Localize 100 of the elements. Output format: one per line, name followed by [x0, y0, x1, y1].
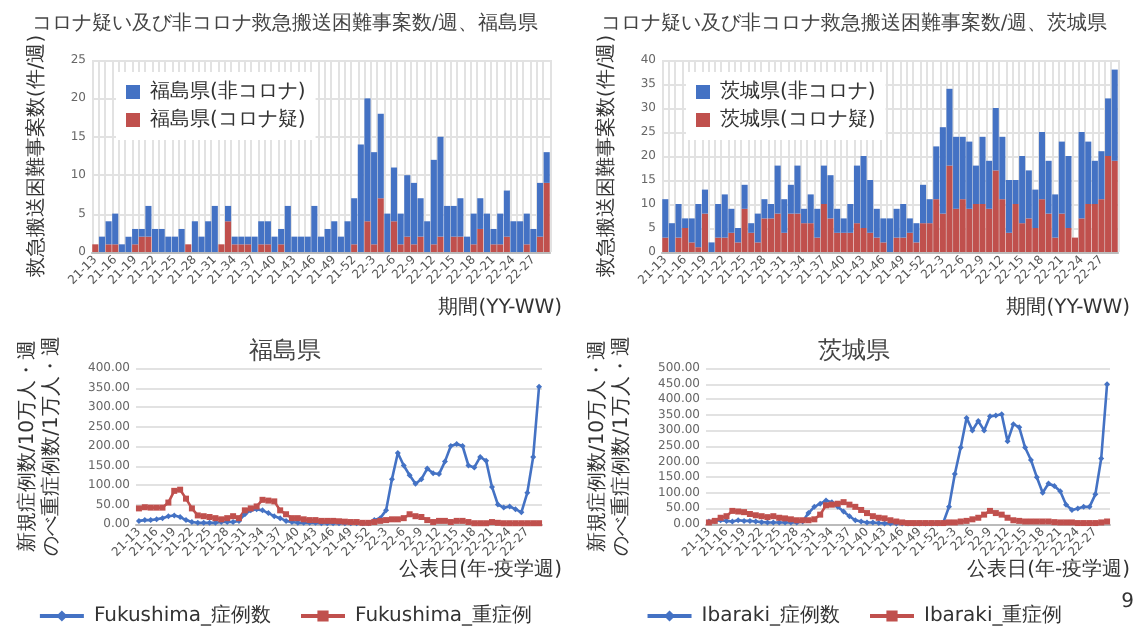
- bar: [979, 136, 986, 204]
- bar: [860, 156, 867, 228]
- bar: [893, 237, 900, 252]
- bar: [211, 205, 218, 252]
- bar: [450, 236, 457, 252]
- bar: [708, 242, 715, 252]
- legend-label: Ibaraki_症例数: [701, 603, 840, 627]
- bar: [225, 205, 232, 222]
- bar: [258, 221, 265, 245]
- legend-label: 茨城県(コロナ疑): [720, 107, 876, 131]
- chart-title: 茨城県: [818, 336, 890, 364]
- bar: [721, 237, 728, 252]
- bar: [741, 208, 748, 252]
- bar: [853, 223, 860, 252]
- bar: [662, 237, 669, 252]
- bar: [364, 221, 371, 252]
- y-axis-title: 新規症例数/10万人・週のべ重症例数/1万人・週: [585, 336, 633, 556]
- bar: [404, 175, 411, 237]
- legend-label: 福島県(非コロナ): [150, 79, 306, 103]
- bar: [920, 223, 927, 252]
- y-axis-title: 救急搬送困難事案数(件/週): [593, 34, 618, 280]
- bar: [880, 242, 887, 252]
- bar: [946, 165, 953, 252]
- bar: [913, 223, 920, 243]
- bar: [377, 198, 384, 252]
- bar: [238, 244, 245, 252]
- bar: [820, 204, 827, 252]
- bar: [906, 232, 913, 252]
- bar: [191, 221, 198, 252]
- bar: [437, 236, 444, 252]
- bar: [112, 244, 119, 252]
- bar: [873, 237, 880, 252]
- bar: [258, 244, 265, 252]
- bar: [721, 194, 728, 238]
- bar: [410, 244, 417, 252]
- bar: [497, 244, 504, 252]
- bar: [225, 221, 232, 252]
- bar: [1105, 156, 1112, 252]
- bar: [351, 244, 358, 252]
- bar: [682, 228, 689, 252]
- bar: [158, 228, 165, 252]
- bar: [517, 221, 524, 252]
- bar: [244, 244, 252, 252]
- bar: [794, 213, 801, 252]
- bar: [132, 228, 139, 245]
- bar: [112, 213, 119, 245]
- bar: [138, 236, 145, 252]
- bar: [920, 184, 927, 224]
- bar: [264, 244, 271, 252]
- bar: [774, 213, 781, 252]
- bar: [105, 244, 112, 252]
- bar: [278, 244, 285, 252]
- bar: [132, 244, 139, 252]
- legend-label: Fukushima_重症例: [355, 603, 533, 627]
- bar: [1085, 204, 1092, 252]
- bar: [1019, 156, 1026, 224]
- bar: [165, 236, 172, 252]
- bar: [701, 213, 708, 252]
- bar: [807, 223, 814, 252]
- bar: [457, 236, 464, 252]
- bar: [1025, 218, 1032, 252]
- bar: [992, 170, 999, 252]
- bar: [741, 184, 748, 209]
- bar: [543, 182, 550, 252]
- x-axis-title: 公表日(年-疫学週): [399, 557, 563, 581]
- x-axis-title: 公表日(年-疫学週): [967, 557, 1131, 581]
- bar: [145, 236, 152, 252]
- bar: [900, 237, 907, 252]
- bar: [1091, 204, 1098, 252]
- bar: [417, 236, 424, 252]
- bar: [523, 213, 530, 245]
- chart-title: コロナ疑い及び非コロナ救急搬送困難事案数/週、茨城県: [600, 11, 1108, 35]
- bar: [523, 244, 530, 252]
- bar: [761, 218, 768, 252]
- bar: [787, 213, 794, 252]
- bar: [867, 232, 874, 252]
- bar: [178, 228, 185, 252]
- bar: [298, 236, 305, 252]
- bar: [118, 244, 125, 252]
- bar: [715, 237, 722, 252]
- legend-label: Ibaraki_重症例: [924, 603, 1063, 627]
- bar: [125, 236, 132, 252]
- y-axis-title: 救急搬送困難事案数(件/週): [23, 34, 48, 280]
- chart-title: 福島県: [249, 336, 321, 364]
- bar: [490, 244, 497, 252]
- bar: [1012, 204, 1019, 252]
- bar: [92, 244, 99, 252]
- bar: [503, 236, 510, 252]
- bar: [430, 244, 437, 252]
- bar: [324, 228, 331, 252]
- bar: [404, 236, 411, 252]
- bar: [966, 141, 973, 209]
- bar: [900, 204, 907, 238]
- bar: [543, 152, 550, 183]
- legend-label: 茨城県(非コロナ): [720, 79, 876, 103]
- bar: [933, 199, 940, 252]
- x-axis-title: 期間(YY-WW): [438, 295, 563, 319]
- bar: [331, 221, 338, 252]
- x-axis-title: 期間(YY-WW): [1006, 295, 1131, 319]
- bar: [457, 198, 464, 237]
